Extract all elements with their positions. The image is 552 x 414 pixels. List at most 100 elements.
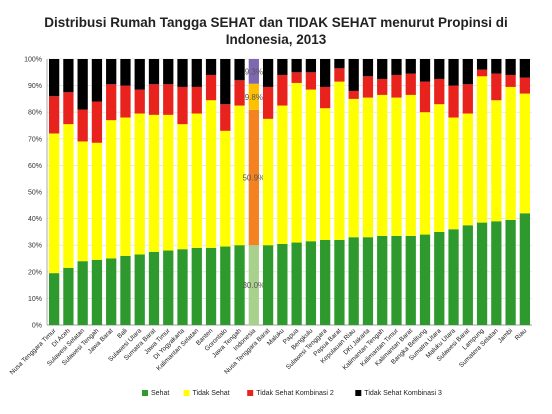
bar-segment xyxy=(291,242,302,325)
bar-segment xyxy=(191,86,202,114)
bar-segment xyxy=(448,85,459,118)
bar-segment xyxy=(505,86,516,220)
bar-segment xyxy=(462,113,473,226)
bar-segment xyxy=(177,86,188,125)
bar-segment xyxy=(291,82,302,243)
bar-segment xyxy=(434,59,445,79)
chart-title: Distribusi Rumah Tangga SEHAT dan TIDAK … xyxy=(0,14,552,48)
bar-segment xyxy=(277,59,288,75)
legend-entry: Tidak Sehat xyxy=(193,390,230,397)
bar-segment xyxy=(277,74,288,106)
bar-segment xyxy=(134,89,145,114)
bar-segment xyxy=(434,104,445,232)
bar-segment xyxy=(505,219,516,325)
bar-segment xyxy=(262,86,274,119)
bar-segment xyxy=(448,59,459,86)
x-tick-label: Riau xyxy=(514,327,529,342)
bar-segment xyxy=(120,59,131,86)
bar-segment xyxy=(91,59,103,102)
bar-segment xyxy=(277,243,288,325)
y-tick-label: 50% xyxy=(28,190,42,197)
bar-segment xyxy=(148,114,160,252)
bar-segment xyxy=(91,101,103,143)
bar-segment xyxy=(291,72,302,83)
bar-segment xyxy=(419,112,431,235)
chart-title-line-2: Indonesia, 2013 xyxy=(225,32,327,47)
bar-segment xyxy=(48,133,60,274)
data-label: 30.0% xyxy=(242,281,265,290)
bar-segment xyxy=(277,105,288,244)
y-tick-label: 20% xyxy=(28,269,42,276)
y-tick-label: 10% xyxy=(28,296,42,303)
legend-entry: Sehat xyxy=(151,390,169,397)
bar-segment xyxy=(305,89,317,242)
bar-segment xyxy=(476,59,488,70)
bar-segment xyxy=(48,59,60,97)
bar-segment xyxy=(262,245,274,325)
bar-segment xyxy=(191,247,202,325)
bar-segment xyxy=(320,108,331,240)
bar-segment xyxy=(148,251,160,325)
bar-segment xyxy=(134,59,145,90)
y-tick-label: 40% xyxy=(28,216,42,223)
bar-segment xyxy=(191,59,202,87)
x-tick-label: Jambi xyxy=(497,327,514,344)
y-tick-label: 60% xyxy=(28,163,42,170)
bar-segment xyxy=(462,84,473,114)
bar-segment xyxy=(77,261,88,325)
data-label: 9.3% xyxy=(245,67,263,76)
legend-swatch xyxy=(183,390,190,396)
bar-segment xyxy=(48,96,60,134)
chart-title-line-1: Distribusi Rumah Tangga SEHAT dan TIDAK … xyxy=(44,15,508,30)
bar-segment xyxy=(434,78,445,105)
bar-segment xyxy=(462,59,473,85)
y-tick-label: 100% xyxy=(24,57,42,64)
bar-segment xyxy=(491,73,502,101)
bar-segment xyxy=(191,113,202,248)
bar-segment xyxy=(106,59,117,85)
data-label: 9.8% xyxy=(245,93,263,102)
bar-segment xyxy=(291,59,302,73)
legend-entry: Tidak Sehat Kombinasi 3 xyxy=(364,390,442,397)
bar-segment xyxy=(305,59,317,73)
bar-segment xyxy=(77,109,88,142)
bar-segment xyxy=(205,59,217,75)
bar-segment xyxy=(348,59,359,91)
bar-segment xyxy=(391,59,402,75)
bar-segment xyxy=(334,59,345,69)
legend-swatch xyxy=(142,390,148,396)
bar-segment xyxy=(362,76,374,98)
bar-segment xyxy=(234,105,245,246)
bar-segment xyxy=(205,100,217,248)
bar-segment xyxy=(377,78,388,95)
bar-segment xyxy=(405,73,416,95)
y-tick-label: 0% xyxy=(32,323,42,330)
bar-segment xyxy=(205,74,217,101)
bar-segment xyxy=(391,235,402,325)
bar-segment xyxy=(377,235,388,325)
bar-segment xyxy=(334,239,345,325)
y-tick-label: 30% xyxy=(28,243,42,250)
bar-segment xyxy=(220,104,231,131)
bar-segment xyxy=(163,250,174,325)
bar-segment xyxy=(163,59,174,85)
bar-segment xyxy=(519,59,531,78)
bar-segment xyxy=(205,247,217,325)
bar-segment xyxy=(177,59,188,87)
bar-segment xyxy=(120,85,131,118)
bar-segment xyxy=(134,113,145,255)
bar-segment xyxy=(262,118,274,246)
bar-segment xyxy=(305,241,317,325)
bar-segment xyxy=(48,273,60,325)
legend-entry: Tidak Sehat Kombinasi 2 xyxy=(256,390,334,397)
bar-segment xyxy=(505,59,516,75)
bar-segment xyxy=(405,94,416,236)
bar-segment xyxy=(391,97,402,236)
bar-segment xyxy=(163,84,174,115)
bar-segment xyxy=(491,221,502,325)
bar-segment xyxy=(519,213,531,325)
x-tick-label: Nusa Tenggara Timur xyxy=(9,327,58,376)
bar-segment xyxy=(177,249,188,325)
bar-segment xyxy=(448,117,459,230)
